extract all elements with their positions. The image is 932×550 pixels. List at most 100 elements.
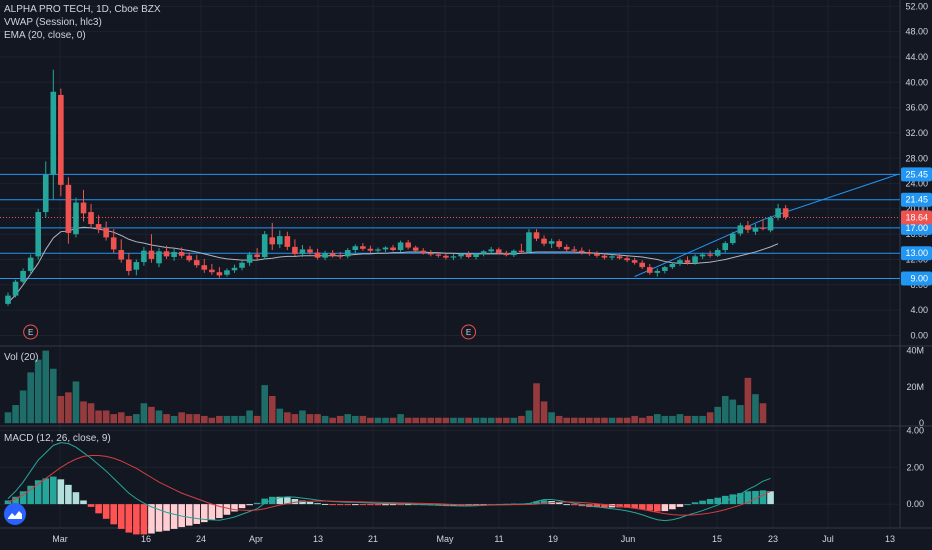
candle-up — [344, 250, 351, 257]
volume-bar — [336, 415, 344, 424]
ema-indicator-label[interactable]: EMA (20, close, 0) — [4, 30, 86, 41]
macd-histogram-bar — [140, 504, 148, 535]
volume-pane-label[interactable]: Vol (20) — [4, 352, 39, 363]
candle-up — [352, 246, 359, 251]
volume-bar — [510, 417, 518, 424]
macd-pane-label[interactable]: MACD (12, 26, close, 9) — [4, 433, 111, 444]
candle-down — [126, 259, 132, 271]
candle-down — [646, 267, 653, 273]
candle-up — [231, 267, 238, 271]
candle-up — [27, 257, 34, 271]
horizontal-level-tag — [901, 246, 932, 261]
volume-bar — [125, 415, 133, 424]
macd-histogram-bar — [238, 504, 246, 509]
volume-bar — [253, 415, 261, 424]
candle-down — [631, 260, 638, 263]
volume-bar — [540, 401, 548, 424]
volume-bar — [382, 417, 389, 424]
price-axis-tick-label: 32.00 — [905, 128, 928, 138]
time-axis-tick-label: May — [436, 534, 454, 544]
volume-bar — [586, 417, 593, 424]
vwap-indicator-label[interactable]: VWAP (Session, hlc3) — [4, 17, 102, 28]
candle-down — [412, 247, 419, 251]
time-axis-tick-label: 13 — [885, 534, 895, 544]
last-price-tag — [901, 210, 932, 225]
candle-down — [443, 255, 449, 258]
volume-bar — [691, 415, 699, 424]
macd-axis-tick-label: 4.00 — [906, 426, 924, 436]
volume-bar — [95, 410, 102, 424]
volume-bar — [321, 415, 329, 424]
macd-histogram-bar — [404, 504, 412, 506]
candle-down — [420, 250, 427, 254]
price-axis-tick-label: 4.00 — [910, 305, 928, 315]
candle-up — [133, 262, 140, 270]
time-axis-tick-label: 13 — [313, 534, 323, 544]
candle-down — [518, 250, 525, 252]
candle-up — [548, 241, 555, 244]
symbol-title[interactable]: ALPHA PRO TECH, 1D, Cboe BZX — [4, 4, 161, 15]
volume-bar — [525, 410, 533, 424]
volume-bar — [457, 417, 465, 424]
volume-bar — [201, 415, 208, 424]
candle-up — [397, 242, 404, 251]
macd-histogram-bar — [223, 504, 231, 515]
time-axis-tick-label: 21 — [368, 534, 378, 544]
volume-bar — [503, 417, 510, 424]
candle-down — [616, 256, 623, 259]
price-axis-tick-label: 40.00 — [905, 77, 928, 87]
volume-bar — [442, 417, 450, 424]
candle-up — [488, 249, 494, 252]
volume-bar — [472, 417, 480, 424]
volume-bar — [178, 412, 185, 424]
volume-bar — [661, 415, 669, 424]
volume-bar — [87, 403, 95, 424]
candle-down — [118, 250, 125, 260]
earnings-marker-label: E — [466, 328, 471, 337]
candle-down — [684, 260, 691, 263]
macd-histogram-bar — [714, 497, 721, 505]
candle-down — [428, 253, 434, 255]
candle-down — [269, 237, 276, 245]
macd-histogram-bar — [246, 504, 253, 506]
candle-down — [556, 241, 562, 247]
macd-histogram-bar — [623, 504, 631, 508]
candle-down — [95, 224, 102, 230]
candle-up — [722, 243, 729, 251]
volume-bar — [676, 414, 684, 424]
horizontal-level-tag — [901, 167, 932, 182]
earnings-marker-label: E — [28, 328, 33, 337]
candle-up — [609, 256, 615, 258]
macd-histogram-bar — [163, 504, 170, 531]
candle-down — [760, 227, 766, 229]
candle-down — [435, 254, 442, 256]
macd-histogram-bar — [201, 504, 208, 523]
price-axis-tick-label: 20.00 — [905, 204, 928, 214]
volume-bar — [344, 414, 352, 424]
volume-bar — [367, 417, 374, 424]
macd-histogram-bar — [19, 491, 27, 505]
candle-down — [178, 251, 185, 256]
candle-down — [209, 269, 215, 273]
volume-bar — [646, 415, 654, 424]
tradingview-logo-icon[interactable] — [4, 503, 26, 525]
volume-bar — [714, 406, 721, 424]
horizontal-level-tag — [901, 192, 932, 207]
macd-histogram-bar — [729, 494, 737, 505]
volume-bar — [102, 410, 110, 424]
volume-bar — [4, 412, 12, 424]
volume-bar — [518, 415, 525, 424]
time-axis-tick-label: Jun — [621, 534, 636, 544]
candle-down — [571, 249, 578, 251]
volume-bar — [623, 417, 631, 424]
macd-histogram-bar — [737, 493, 744, 505]
volume-bar — [110, 414, 117, 424]
volume-bar — [465, 417, 472, 424]
macd-histogram-bar — [57, 479, 65, 505]
candle-up — [480, 251, 487, 254]
macd-histogram-bar — [72, 492, 80, 505]
vwap-line — [7, 226, 779, 303]
macd-histogram-bar — [563, 504, 570, 506]
macd-histogram-bar — [570, 504, 578, 506]
